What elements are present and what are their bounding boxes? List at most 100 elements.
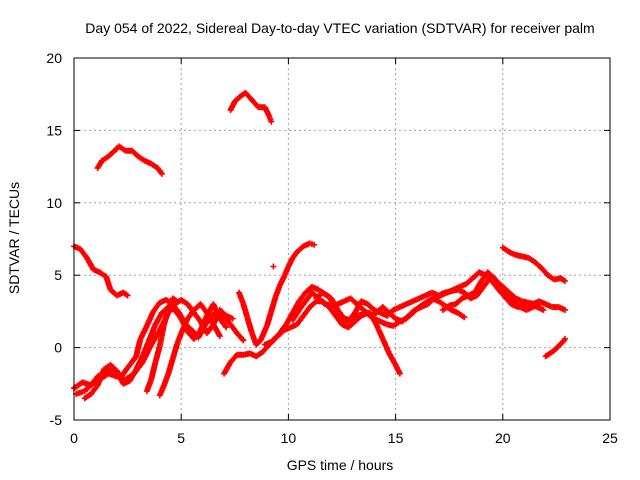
series-arc-segment [148,360,159,381]
series-arc-segment [95,367,107,387]
series-arc-segment [133,354,145,371]
series-arc-segment [95,159,104,170]
series-arc-segment [121,290,130,298]
series-arc-segment [72,380,85,391]
series-arc-segment [467,290,477,298]
series-arc-segment [290,308,302,322]
series-arc-segment [469,293,479,301]
series-arc-segment [417,293,427,301]
series-arc-segment [507,249,518,258]
series-arc-segment [250,98,261,109]
series-arc-segment [458,281,468,290]
series-arc-segment [286,256,295,269]
series-arc-segment [269,334,280,344]
series-arc-segment [295,314,306,326]
series-arc-segment [113,144,121,153]
x-tick-label: 25 [602,430,618,446]
series-arc-segment [359,310,370,318]
series-arc-segment [152,344,163,364]
series-arc-segment [342,296,352,304]
series-arc-segment [284,311,295,326]
series-arc-segment [336,299,346,307]
series-arc-segment [82,380,96,393]
series-arc-segment [505,293,516,304]
series-arc-segment [460,293,470,301]
series-arc-segment [537,299,548,307]
series-arc-segment [281,265,291,278]
series-arc-segment [254,338,263,347]
series-arc-segment [127,354,139,367]
series-arc-segment [149,328,162,347]
series-arc-segment [124,147,134,154]
series-arc-segment [359,299,370,307]
series-arc-segment [333,314,344,326]
series-arc-segment [209,309,219,318]
series-arc-segment [426,296,436,306]
series-arc-segment [276,328,286,338]
series-arc-segment [98,270,108,279]
series-arc-segment [211,322,222,338]
y-tick-label: 10 [46,195,62,211]
series-arc-segment [511,299,522,309]
series-arc-segment [239,90,248,98]
x-axis-label: GPS time / hours [287,457,394,473]
series-arc-segment [406,308,417,318]
series-arc-segment [179,297,189,307]
series-arc-segment [282,325,292,333]
series-arc-segment [323,301,333,309]
series-arc-segment [236,291,246,306]
series-arc-segment [464,276,475,286]
series-arc-segment [277,275,287,287]
series-arc-segment [518,304,528,313]
series-arc-segment [507,290,518,301]
series-arc-segment [514,296,524,304]
series-arc-segment [174,331,184,346]
series-arc-segment [456,287,466,295]
series-arc-segment [441,303,451,312]
series-arc-segment [503,295,514,306]
x-tick-label: 0 [70,430,78,446]
series-arc-segment [498,285,509,297]
series-arc-segment [453,296,464,306]
series-arc-segment [559,276,567,283]
series-arc-segment [548,348,556,356]
series-arc-segment [290,250,299,260]
y-tick-label: 5 [54,267,62,283]
series-arc-segment [437,290,447,298]
series-arc-segment [198,314,210,332]
series-arc-segment [211,302,223,320]
series-arc-segment [138,324,150,341]
series-arc-segment [264,310,274,328]
series-arc-segment [149,161,159,170]
series-arc-segment [340,322,350,330]
series-arc-segment [301,305,312,318]
series-arc-segment [143,158,153,166]
series-arc-segment [235,331,246,343]
series-arc-segment [443,288,453,296]
series-arc-segment [84,256,96,271]
series-arc-segment [115,290,125,298]
series-arc-segment [400,313,411,324]
series-arc-segment [170,343,180,361]
series-arc-segment [228,353,239,364]
series-arc-segment [106,148,117,159]
series-arc-segment [185,308,196,321]
series-arc-segment [310,284,320,292]
series-arc-segment [165,357,176,376]
series-arc-segment [372,307,382,316]
series-arc-segment [544,351,552,359]
series-arc-segment [104,366,114,374]
series-arc-segment [254,350,265,359]
series-arc-segment [268,295,279,313]
series-arc-segment [107,371,119,379]
series-arc-segment [233,93,243,104]
series-arc-segment [475,285,486,297]
series-arc-segment [450,287,460,294]
series-arc-segment [379,319,389,327]
series-arc-segment [235,351,245,358]
series-arc-segment [411,296,421,304]
data-marks [71,89,568,402]
series-arc-segment [89,383,100,396]
series-arc-segment [520,253,530,261]
series-arc-segment [398,301,408,310]
